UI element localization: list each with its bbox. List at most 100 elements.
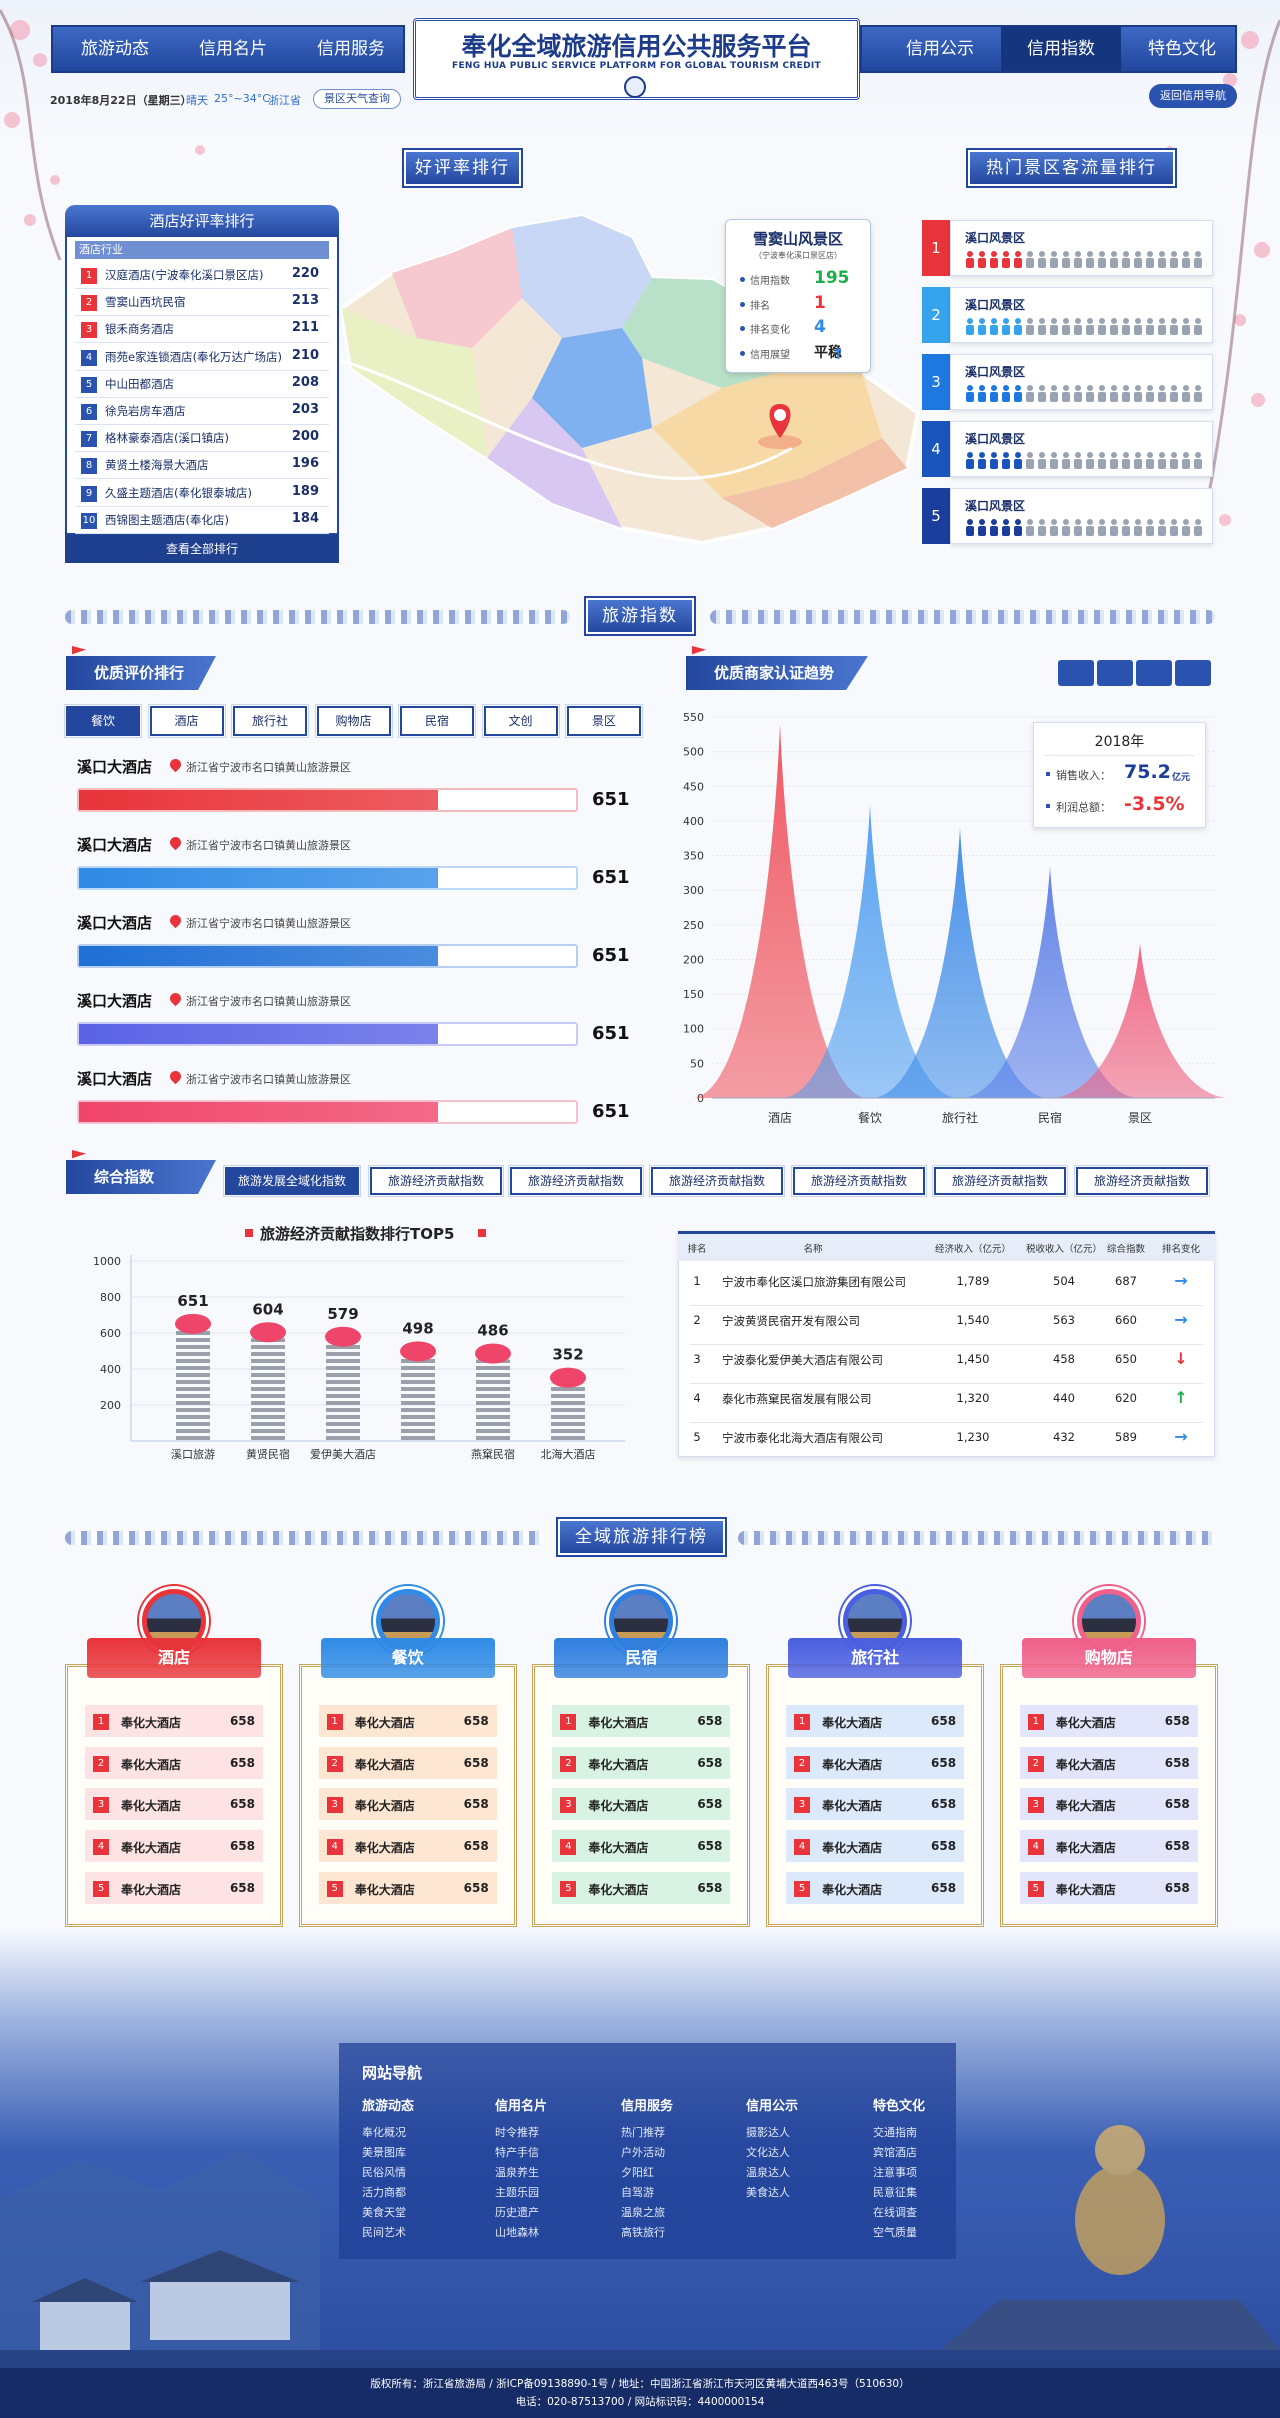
footer-link[interactable]: 注意事项	[873, 2166, 917, 2179]
person-head	[1159, 318, 1165, 324]
board-value: 658	[697, 1714, 723, 1728]
nav-item[interactable]: 信用公示	[906, 39, 974, 59]
footer-link[interactable]: 温泉养生	[495, 2166, 539, 2179]
footer-link[interactable]: 交通指南	[873, 2126, 917, 2139]
y-tick-label: 0	[697, 1092, 704, 1105]
footer-link[interactable]: 文化达人	[746, 2146, 790, 2159]
footer-link[interactable]: 温泉达人	[746, 2166, 790, 2179]
person-icon	[1098, 318, 1106, 335]
footer-link[interactable]: 山地森林	[495, 2226, 539, 2239]
tab[interactable]: 旅游经济贡献指数	[368, 1165, 504, 1197]
people-icons	[966, 318, 1202, 335]
back-button[interactable]: 返回信用导航	[1149, 84, 1237, 108]
footer-link[interactable]: 主题乐园	[495, 2186, 539, 2199]
tab[interactable]: 购物店	[314, 704, 393, 738]
row-divider	[75, 288, 329, 289]
person-body	[1026, 258, 1034, 268]
footer-link[interactable]: 民意征集	[873, 2186, 917, 2199]
footer-link[interactable]: 宾馆酒店	[873, 2146, 917, 2159]
tag-flag	[72, 646, 86, 655]
weather-link[interactable]: 景区天气查询	[313, 89, 401, 109]
footer-link[interactable]: 民俗风情	[362, 2166, 406, 2179]
nav-item[interactable]: 特色文化	[1148, 39, 1216, 59]
row-divider	[75, 505, 329, 507]
rank-badge: 5	[93, 1880, 109, 1897]
footer-link[interactable]: 摄影达人	[746, 2126, 790, 2139]
footer-link[interactable]: 美食天堂	[362, 2206, 406, 2219]
tab[interactable]: 旅游经济贡献指数	[508, 1165, 644, 1197]
rank-badge: 4	[794, 1839, 811, 1856]
x-tick-label: 酒店	[768, 1111, 792, 1125]
footer-link[interactable]: 特产手信	[495, 2146, 539, 2159]
tab[interactable]: 旅游经济贡献指数	[1074, 1165, 1210, 1197]
chart-title-mark	[245, 1229, 253, 1237]
tab[interactable]: 景区	[565, 704, 643, 738]
tab[interactable]: 旅游经济贡献指数	[932, 1165, 1068, 1197]
tab[interactable]: 餐饮	[64, 704, 142, 738]
footer-link[interactable]: 高铁旅行	[621, 2226, 665, 2239]
person-body	[1002, 392, 1010, 402]
footer-link[interactable]: 空气质量	[873, 2226, 917, 2239]
rank-badge: 3	[1027, 1797, 1044, 1814]
change-arrow: ↓	[1174, 1349, 1188, 1368]
more-button[interactable]: 查看全部排行	[65, 535, 339, 563]
nav-item[interactable]: 旅游动态	[81, 39, 149, 59]
rank-badge: 1	[1027, 1714, 1044, 1730]
hotel-name: 中山田都酒店	[105, 376, 174, 391]
tab[interactable]: 旅游经济贡献指数	[649, 1165, 785, 1197]
person-body	[1158, 258, 1166, 268]
footer-link[interactable]: 民间艺术	[362, 2226, 406, 2239]
rank-badge: 5	[922, 488, 950, 544]
rank-badge: 1	[81, 268, 97, 284]
map-popup: 雪窦山风景区 （宁波奉化溪口景区店） 信用指数 195 排名 1 排名变化 4 信用展望 平稳 ↑	[725, 219, 871, 373]
footer-link[interactable]: 美食达人	[746, 2186, 790, 2199]
nav-item[interactable]: 信用指数	[1001, 27, 1121, 71]
footer-link[interactable]: 热门推荐	[621, 2126, 665, 2139]
tab[interactable]: 民宿	[398, 704, 476, 738]
popup-label: 排名	[750, 300, 770, 312]
footer-link[interactable]: 奉化概况	[362, 2126, 406, 2139]
tool-button[interactable]	[1136, 660, 1172, 686]
person-head	[1183, 385, 1189, 391]
y-tick-label: 600	[100, 1327, 121, 1340]
popup-value: 195	[814, 268, 850, 288]
person-head	[979, 318, 985, 324]
person-body	[1014, 459, 1022, 469]
tool-button[interactable]	[1097, 660, 1133, 686]
footer-link[interactable]: 美景图库	[362, 2146, 406, 2159]
person-icon	[1110, 519, 1118, 536]
tab[interactable]: 旅行社	[231, 704, 309, 738]
tab[interactable]: 旅游发展全域化指数	[223, 1165, 361, 1197]
person-body	[1170, 325, 1178, 335]
board-name: 奉化大酒店	[354, 1799, 415, 1814]
tool-button[interactable]	[1058, 660, 1094, 686]
table-cell: 620	[1115, 1391, 1137, 1405]
nav-item[interactable]: 信用服务	[317, 39, 385, 59]
tab[interactable]: 旅游经济贡献指数	[791, 1165, 927, 1197]
rank-badge: 5	[1027, 1880, 1044, 1897]
footer-link[interactable]: 在线调查	[873, 2206, 917, 2219]
person-icon	[990, 385, 998, 402]
peak	[1054, 943, 1226, 1098]
footer-link[interactable]: 夕阳红	[621, 2166, 654, 2179]
person-head	[1123, 251, 1129, 257]
footer-link[interactable]: 历史遗产	[495, 2206, 539, 2219]
footer-link[interactable]: 户外活动	[621, 2146, 665, 2159]
person-head	[1147, 385, 1153, 391]
tool-button[interactable]	[1175, 660, 1211, 686]
footer-link[interactable]: 时令推荐	[495, 2126, 539, 2139]
board-name: 奉化大酒店	[354, 1757, 415, 1772]
footer-link[interactable]: 温泉之旅	[621, 2206, 665, 2219]
board-row: 5 奉化大酒店 658	[786, 1871, 965, 1906]
tab[interactable]: 酒店	[147, 704, 226, 738]
bar-cap	[550, 1367, 586, 1388]
board-row: 2 奉化大酒店 658	[1019, 1746, 1198, 1781]
tab[interactable]: 文创	[481, 704, 560, 738]
hotel-score: 184	[291, 510, 319, 526]
person-body	[978, 392, 986, 402]
footer-link[interactable]: 自驾游	[621, 2186, 654, 2199]
nav-item[interactable]: 信用名片	[199, 39, 267, 59]
person-body	[1086, 258, 1094, 268]
footer-link[interactable]: 活力商都	[362, 2186, 406, 2199]
person-head	[991, 385, 997, 391]
